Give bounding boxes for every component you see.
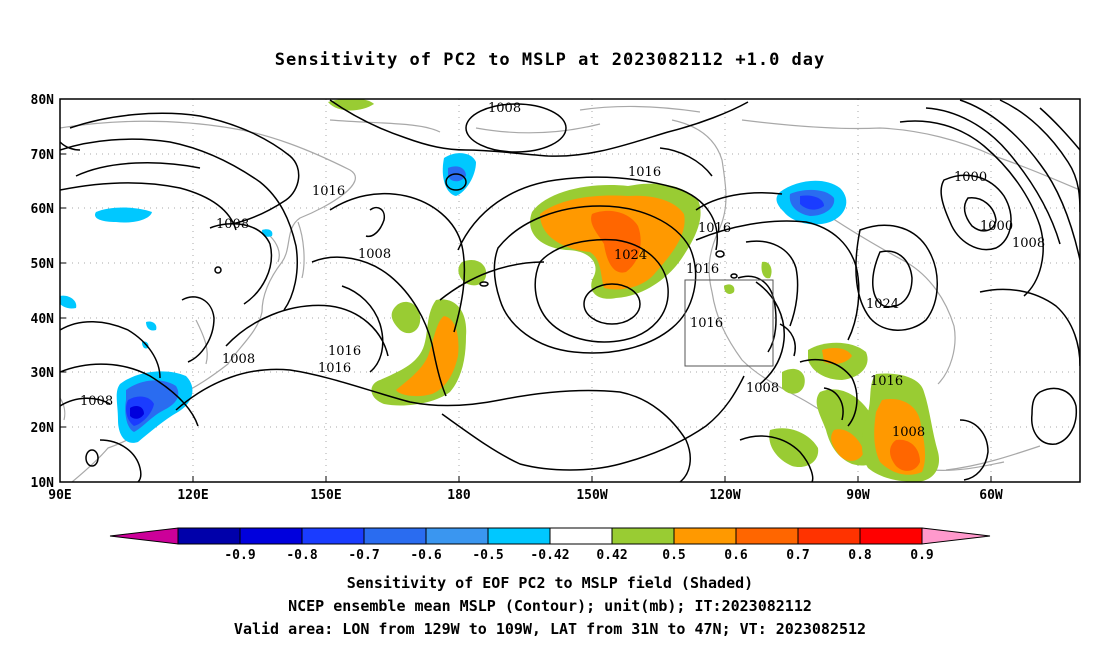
contour-label: 1024 xyxy=(866,297,899,312)
lon-tick-label: 180 xyxy=(447,488,471,503)
latitude-labels: 80N 70N 60N 50N 40N 30N 20N 10N xyxy=(31,93,55,491)
colorbar-swatch xyxy=(177,527,241,545)
lon-tick-label: 90W xyxy=(846,488,870,503)
mslp-contours xyxy=(60,99,1080,482)
contour-label: 1016 xyxy=(698,221,731,236)
contour-label: 1000 xyxy=(954,170,987,185)
colorbar-swatch xyxy=(301,527,365,545)
contour-label: 1008 xyxy=(1012,236,1045,251)
lat-tick-label: 10N xyxy=(31,476,55,491)
plot-area: 1008 1016 1008 1008 1016 1024 1016 1016 … xyxy=(60,99,1080,482)
contour-label: 1016 xyxy=(870,374,903,389)
lat-tick-label: 50N xyxy=(31,257,55,272)
lon-tick-label: 60W xyxy=(979,488,1003,503)
caption-line-2: NCEP ensemble mean MSLP (Contour); unit(… xyxy=(288,597,812,615)
lat-tick-label: 20N xyxy=(31,421,55,436)
colorbar-labels: -0.9 -0.8 -0.7 -0.6 -0.5 -0.42 0.42 0.5 0.6 0.7 0.… xyxy=(224,548,933,563)
contour-label: 1016 xyxy=(690,316,723,331)
colorbar-swatch xyxy=(425,527,489,545)
longitude-labels: 90E 120E 150E 180 150W 120W 90W 60W xyxy=(48,488,1003,503)
colorbar-label: 0.7 xyxy=(786,548,809,563)
contour-label: 1016 xyxy=(318,361,351,376)
lat-tick-label: 40N xyxy=(31,312,55,327)
colorbar-label: 0.8 xyxy=(848,548,872,563)
colorbar-extend-low xyxy=(109,527,179,545)
lon-tick-label: 90E xyxy=(48,488,71,503)
colorbar-swatch xyxy=(549,527,613,545)
contour-label: 1008 xyxy=(358,247,391,262)
colorbar-swatch xyxy=(611,527,675,545)
contour-label: 1008 xyxy=(892,425,925,440)
caption-line-3: Valid area: LON from 129W to 109W, LAT f… xyxy=(233,620,867,638)
colorbar-extend-high xyxy=(921,527,991,545)
lon-tick-label: 120W xyxy=(709,488,740,503)
colorbar-label: 0.42 xyxy=(596,548,627,563)
colorbar-label: -0.5 xyxy=(472,548,503,563)
colorbar-label: -0.42 xyxy=(530,548,569,563)
contour-label: 1016 xyxy=(328,344,361,359)
contour-label: 1024 xyxy=(614,248,647,263)
colorbar-label: -0.9 xyxy=(224,548,255,563)
contour-label: 1000 xyxy=(980,219,1013,234)
contour-label: 1008 xyxy=(216,217,249,232)
plot-frame xyxy=(59,98,1081,483)
lat-tick-label: 80N xyxy=(31,93,55,108)
colorbar-label: 0.6 xyxy=(724,548,748,563)
lat-tick-label: 30N xyxy=(31,366,55,381)
caption-line-1: Sensitivity of EOF PC2 to MSLP field (Sh… xyxy=(346,574,754,592)
contour-label: 1008 xyxy=(488,101,521,116)
contour-label: 1008 xyxy=(746,381,779,396)
map-title: Sensitivity of PC2 to MSLP at 2023082112… xyxy=(274,50,826,70)
lat-tick-label: 70N xyxy=(31,148,55,163)
colorbar-label: 0.9 xyxy=(910,548,933,563)
contour-labels: 1008 1016 1008 1008 1016 1024 1016 1016 … xyxy=(80,101,1045,440)
lon-tick-label: 120E xyxy=(177,488,208,503)
shaded-sensitivity xyxy=(60,99,940,482)
tick-marks xyxy=(60,98,992,482)
lon-tick-label: 150W xyxy=(576,488,607,503)
colorbar-swatch xyxy=(363,527,427,545)
contour-label: 1008 xyxy=(222,352,255,367)
contour-label: 1016 xyxy=(628,165,661,180)
lat-tick-label: 60N xyxy=(31,202,55,217)
colorbar-swatch xyxy=(673,527,737,545)
colorbar-swatch xyxy=(487,527,551,545)
contour-label: 1016 xyxy=(312,184,345,199)
colorbar-label: -0.6 xyxy=(410,548,441,563)
colorbar xyxy=(109,527,991,545)
valid-area-box xyxy=(684,279,774,367)
colorbar-swatch xyxy=(859,527,923,545)
colorbar-swatch xyxy=(735,527,799,545)
colorbar-label: -0.7 xyxy=(348,548,379,563)
lon-tick-label: 150E xyxy=(310,488,341,503)
colorbar-swatch xyxy=(239,527,303,545)
contour-label: 1008 xyxy=(80,394,113,409)
colorbar-label: 0.5 xyxy=(662,548,685,563)
contour-label: 1016 xyxy=(686,262,719,277)
colorbar-label: -0.8 xyxy=(286,548,317,563)
colorbar-swatch xyxy=(797,527,861,545)
